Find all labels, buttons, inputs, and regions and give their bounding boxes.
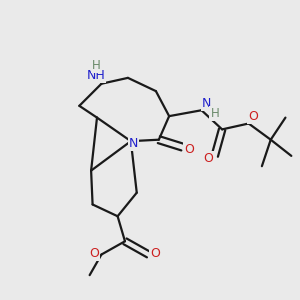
Text: O: O — [203, 152, 213, 165]
Text: H: H — [210, 107, 219, 120]
Text: O: O — [248, 110, 258, 123]
Text: N: N — [202, 97, 212, 110]
Text: NH: NH — [87, 69, 106, 82]
Text: O: O — [150, 247, 160, 260]
Text: H: H — [92, 59, 100, 72]
Text: O: O — [89, 247, 99, 260]
Text: N: N — [129, 137, 139, 150]
Text: O: O — [184, 143, 194, 156]
